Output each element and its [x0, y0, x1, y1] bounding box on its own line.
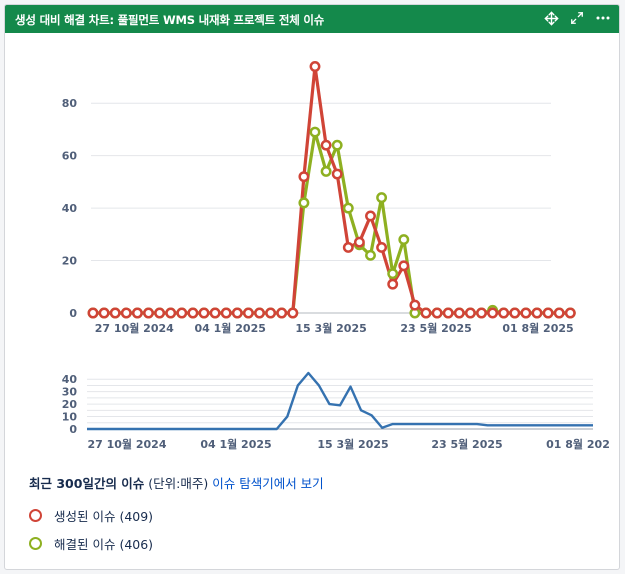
data-point	[331, 168, 343, 180]
data-point	[365, 210, 376, 222]
data-point	[187, 307, 199, 319]
data-point	[531, 307, 543, 319]
data-point	[520, 307, 532, 319]
y-tick-label: 0	[69, 423, 77, 436]
data-point	[542, 307, 554, 319]
data-point	[376, 241, 388, 253]
data-point	[342, 202, 354, 214]
x-tick-label: 01 8월 202	[546, 437, 610, 451]
y-tick-label: 0	[69, 307, 77, 320]
data-point	[309, 61, 321, 72]
data-point	[265, 307, 277, 319]
data-point	[553, 307, 565, 319]
data-point	[398, 260, 410, 272]
data-point	[231, 307, 243, 319]
y-tick-label: 40	[62, 202, 78, 215]
data-point	[353, 236, 365, 248]
legend-created-label: 생성된 이슈 (409)	[54, 508, 154, 524]
data-point	[154, 307, 166, 319]
data-point	[131, 307, 143, 319]
legend-resolved-label: 해결된 이슈 (406)	[54, 536, 154, 552]
dashboard-gadget: 생성 대비 해결 차트: 풀필먼트 WMS 내재화 프로젝트 전체 이슈 0 20…	[4, 4, 620, 570]
data-point	[453, 307, 465, 319]
data-point	[320, 165, 332, 177]
y-tick-label: 60	[62, 150, 78, 163]
data-point	[464, 307, 476, 319]
data-point	[287, 307, 299, 319]
legend-created-marker	[29, 508, 42, 522]
more-icon[interactable]	[595, 10, 611, 26]
data-point	[398, 234, 410, 246]
data-point	[276, 307, 288, 319]
y-tick-label: 80	[62, 97, 78, 110]
data-point	[365, 249, 376, 261]
legend-item-resolved: 해결된 이슈 (406)	[29, 533, 153, 553]
data-point	[120, 307, 132, 319]
move-icon[interactable]	[543, 10, 559, 26]
gadget-title: 생성 대비 해결 차트: 풀필먼트 WMS 내재화 프로젝트 전체 이슈	[15, 13, 325, 27]
x-tick-label: 27 10월 2024	[95, 321, 174, 335]
data-point	[242, 307, 254, 319]
data-point	[87, 307, 99, 319]
x-tick-label: 04 1월 2025	[195, 321, 266, 335]
period-text: 최근 300일간의 이슈	[29, 476, 145, 491]
x-tick-label: 01 8월 2025	[502, 321, 573, 335]
x-tick-label: 23 5월 2025	[400, 321, 471, 335]
data-point	[442, 307, 454, 319]
data-point	[564, 307, 576, 319]
y-tick-label: 40	[62, 373, 78, 386]
chart-footer: 최근 300일간의 이슈 (단위:매주) 이슈 탐색기에서 보기	[29, 473, 324, 492]
chart-legend: 생성된 이슈 (409) 해결된 이슈 (406)	[29, 505, 153, 561]
expand-icon[interactable]	[569, 10, 585, 26]
x-tick-label: 27 10월 2024	[87, 437, 166, 451]
data-point	[509, 307, 521, 319]
overview-line	[87, 371, 593, 431]
x-tick-label: 15 3월 2025	[295, 321, 366, 335]
data-point	[209, 307, 221, 319]
data-point	[409, 299, 421, 311]
created-vs-resolved-chart: 0 20 40 60 80 27 10월 2024 04 1월 2025 15 3월 2025…	[62, 61, 576, 335]
y-tick-label: 30	[62, 386, 78, 399]
data-point	[220, 307, 232, 319]
data-point	[476, 307, 487, 319]
legend-item-created: 생성된 이슈 (409)	[29, 505, 153, 525]
x-tick-label: 15 3월 2025	[317, 437, 388, 451]
data-point	[342, 241, 354, 253]
data-point	[487, 307, 499, 319]
y-tick-label: 20	[62, 255, 78, 268]
data-point	[309, 126, 321, 138]
data-point	[387, 268, 399, 280]
x-tick-label: 23 5월 2025	[431, 437, 502, 451]
unit-text: (단위:매주)	[148, 476, 209, 491]
data-point	[331, 139, 343, 151]
y-tick-label: 20	[62, 398, 78, 411]
data-point	[320, 139, 332, 151]
data-point	[387, 278, 399, 290]
data-point	[143, 307, 154, 319]
data-point	[98, 307, 110, 319]
y-tick-label: 10	[62, 411, 78, 424]
data-point	[176, 307, 188, 319]
legend-resolved-marker	[29, 536, 42, 550]
data-point	[431, 307, 443, 319]
gadget-header: 생성 대비 해결 차트: 풀필먼트 WMS 내재화 프로젝트 전체 이슈	[5, 5, 619, 33]
header-actions	[543, 10, 611, 26]
data-point	[298, 197, 310, 209]
data-point	[298, 171, 310, 183]
data-point	[109, 307, 121, 319]
data-point	[376, 192, 388, 204]
data-point	[198, 307, 210, 319]
data-point	[254, 307, 265, 319]
issue-navigator-link[interactable]: 이슈 탐색기에서 보기	[212, 476, 324, 491]
data-point	[498, 307, 510, 319]
data-point	[420, 307, 432, 319]
x-tick-label: 04 1월 2025	[200, 437, 271, 451]
data-point	[165, 307, 177, 319]
